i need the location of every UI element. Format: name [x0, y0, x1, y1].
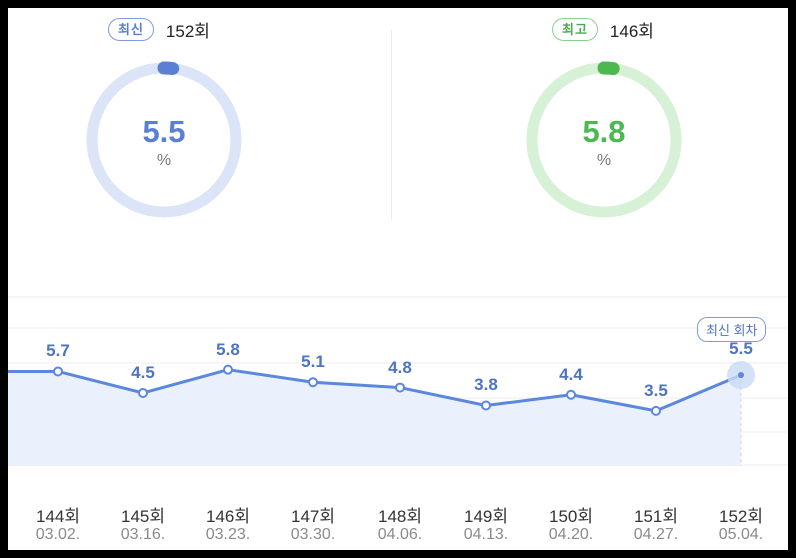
- series-line: [8, 368, 742, 413]
- best-summary: 최고 146회 5.8 %: [448, 8, 788, 248]
- best-ring-icon: [525, 61, 683, 219]
- summary-area: 최신 152회 5.5 % 최고 146회 5.8 %: [8, 8, 788, 248]
- x-tick-date: 04.27.: [633, 526, 679, 543]
- x-tick-round: 152회: [718, 507, 763, 526]
- x-tick-round: 151회: [633, 507, 678, 526]
- x-tick-date: 03.30.: [290, 526, 336, 543]
- value-label: 5.8: [216, 339, 240, 359]
- data-point[interactable]: [308, 377, 318, 388]
- best-unit: %: [596, 152, 612, 169]
- latest-round: 152회: [165, 21, 210, 41]
- value-label: 3.8: [474, 375, 498, 395]
- latest-header: 최신 152회: [108, 16, 210, 42]
- data-point[interactable]: [53, 366, 63, 377]
- x-tick-round: 150회: [548, 507, 593, 526]
- x-tick-date: 04.20.: [548, 526, 594, 543]
- best-header: 최고 146회: [552, 16, 654, 42]
- best-value: 5.8: [582, 114, 626, 149]
- chart-panel: 최신 152회 5.5 % 최고 146회 5.8 % 5.7 144회 0: [4, 4, 792, 554]
- data-point[interactable]: [395, 382, 405, 393]
- data-point[interactable]: [651, 405, 661, 416]
- x-tick-round: 149회: [463, 507, 508, 526]
- best-ring-arc: [525, 61, 683, 219]
- value-label: 4.4: [559, 364, 583, 384]
- value-label: 5.7: [46, 341, 70, 361]
- x-tick-round: 145회: [120, 507, 165, 526]
- area-fill: [8, 369, 741, 466]
- value-label: 4.8: [388, 357, 412, 377]
- latest-ring-icon: [85, 61, 243, 219]
- data-point[interactable]: [566, 389, 576, 400]
- x-tick-round: 144회: [35, 507, 80, 526]
- latest-ring-arc: [85, 61, 243, 219]
- x-tick-round: 147회: [290, 507, 335, 526]
- latest-summary: 최신 152회 5.5 %: [8, 8, 348, 248]
- x-tick-date: 04.06.: [377, 526, 423, 543]
- latest-round-tag: 최신 회차: [697, 317, 767, 342]
- x-tick-date: 04.13.: [463, 526, 509, 543]
- latest-badge: 최신: [108, 17, 154, 41]
- data-point[interactable]: [223, 364, 233, 375]
- data-point[interactable]: [738, 372, 744, 379]
- x-tick-round: 148회: [377, 507, 422, 526]
- line-chart: [8, 296, 788, 466]
- value-label: 3.5: [644, 380, 668, 400]
- summary-divider: [391, 30, 392, 220]
- best-badge: 최고: [552, 17, 598, 41]
- x-tick-date: 03.02.: [35, 526, 81, 543]
- data-point[interactable]: [138, 387, 148, 398]
- best-round: 146회: [609, 21, 654, 41]
- latest-value: 5.5: [142, 114, 186, 149]
- x-tick-date: 03.16.: [120, 526, 166, 543]
- data-point[interactable]: [481, 400, 491, 411]
- latest-unit: %: [156, 152, 172, 169]
- value-label: 5.5: [729, 339, 753, 359]
- x-tick-round: 146회: [205, 507, 250, 526]
- value-label: 5.1: [301, 352, 325, 372]
- x-tick-date: 03.23.: [205, 526, 251, 543]
- value-label: 4.5: [131, 362, 155, 382]
- x-tick-date: 05.04.: [718, 526, 764, 543]
